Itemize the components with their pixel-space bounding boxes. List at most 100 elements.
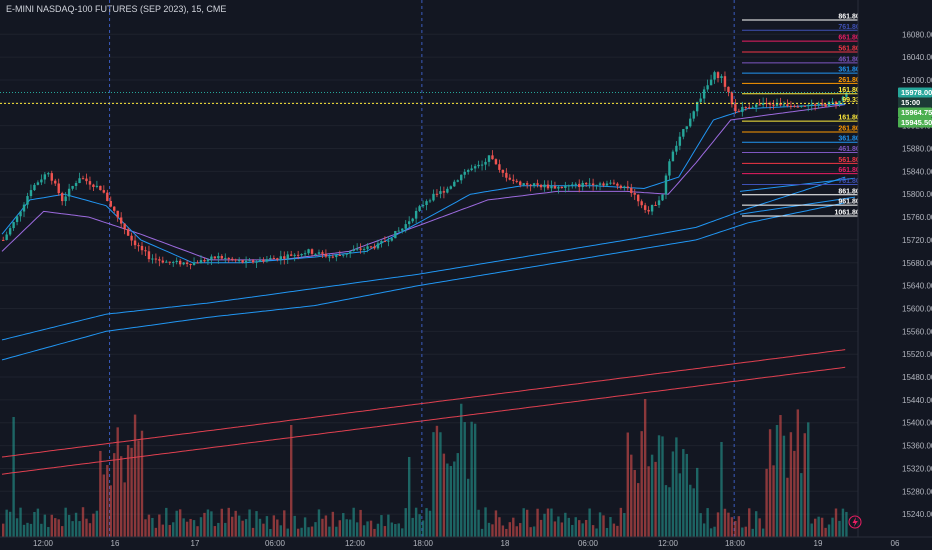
candle-body bbox=[449, 186, 453, 189]
candle-body bbox=[394, 231, 397, 239]
time-tick-label: 17 bbox=[191, 539, 200, 548]
volume-bar bbox=[602, 515, 605, 537]
volume-bar bbox=[813, 518, 817, 537]
volume-bar bbox=[584, 519, 588, 537]
volume-bar bbox=[543, 513, 546, 537]
candle-body bbox=[283, 256, 286, 259]
fib-level-label: 661.80% bbox=[838, 167, 866, 174]
candle-body bbox=[57, 183, 60, 194]
volume-bar bbox=[834, 508, 838, 537]
candle-body bbox=[460, 174, 463, 181]
candle-body bbox=[106, 192, 109, 202]
slow-ma-line bbox=[1, 104, 846, 261]
candle-body bbox=[841, 96, 845, 101]
candle-body bbox=[60, 193, 64, 202]
volume-bar bbox=[789, 432, 793, 537]
candle-body bbox=[588, 183, 591, 185]
volume-bar bbox=[727, 512, 730, 537]
volume-bar bbox=[817, 516, 820, 537]
price-tick-label: 15800.00 bbox=[902, 190, 932, 199]
volume-bar bbox=[397, 523, 400, 537]
volume-bar bbox=[237, 515, 241, 537]
candle-body bbox=[81, 178, 85, 180]
volume-bar bbox=[463, 422, 466, 537]
candle-body bbox=[661, 194, 664, 201]
volume-bar bbox=[43, 514, 47, 537]
candle-body bbox=[539, 184, 543, 188]
fib-level-label: 161.80% bbox=[838, 87, 866, 94]
volume-bar bbox=[692, 488, 695, 537]
fibonacci-levels[interactable]: 861.80% 761.80% 661.80% 561.80% 461.80% 361.8… bbox=[0, 13, 868, 217]
volume-bar bbox=[411, 517, 414, 537]
volume-bar bbox=[47, 527, 50, 537]
volume-bar bbox=[154, 527, 158, 537]
volume-bar bbox=[588, 508, 591, 537]
candle-body bbox=[296, 254, 300, 256]
volume-bar bbox=[744, 526, 747, 537]
price-axis[interactable]: 16080.0016040.0016000.0015960.0015920.00… bbox=[857, 0, 932, 550]
candle-body bbox=[151, 258, 154, 260]
candle-body bbox=[258, 259, 262, 262]
price-tick-label: 15840.00 bbox=[902, 167, 932, 176]
time-tick-label: 18:00 bbox=[413, 539, 434, 548]
volume-bar bbox=[845, 511, 848, 537]
candle-body bbox=[696, 101, 699, 112]
candle-body bbox=[616, 183, 619, 186]
candle-body bbox=[664, 175, 668, 195]
volume-bar bbox=[605, 527, 609, 537]
candle-body bbox=[692, 111, 695, 119]
volume-bar bbox=[8, 511, 12, 537]
volume-bars bbox=[2, 399, 848, 537]
volume-bar bbox=[335, 526, 338, 537]
volume-bar bbox=[529, 527, 532, 537]
volume-bar bbox=[838, 520, 841, 537]
volume-bar bbox=[501, 525, 505, 537]
candle-body bbox=[47, 173, 50, 175]
volume-bar bbox=[92, 513, 95, 537]
volume-bar bbox=[460, 403, 463, 537]
volume-bar bbox=[675, 437, 678, 537]
candle-body bbox=[595, 184, 598, 186]
candle-body bbox=[748, 107, 751, 109]
volume-bar bbox=[362, 525, 366, 537]
projection-line bbox=[739, 196, 856, 215]
candle-body bbox=[352, 249, 355, 252]
volume-bar bbox=[532, 526, 536, 537]
volume-bar bbox=[255, 511, 258, 537]
volume-bar bbox=[623, 513, 626, 537]
volume-bar bbox=[300, 527, 303, 537]
price-tick-label: 15320.00 bbox=[902, 464, 932, 473]
candle-body bbox=[144, 250, 147, 252]
volume-bar bbox=[227, 507, 230, 537]
candle-body bbox=[470, 168, 473, 171]
volume-bar bbox=[491, 524, 494, 537]
candle-body bbox=[505, 172, 508, 178]
candle-body bbox=[196, 262, 199, 264]
volume-bar bbox=[286, 528, 289, 537]
candle-body bbox=[612, 182, 616, 184]
volume-bar bbox=[116, 427, 119, 537]
volume-bar bbox=[519, 523, 522, 537]
candle-body bbox=[550, 186, 553, 189]
volume-bar bbox=[99, 450, 102, 537]
time-axis[interactable]: 12:00 16 17 06:00 12:00 18:00 18 06:00 12:00 18:0… bbox=[0, 536, 932, 548]
candle-body bbox=[796, 106, 800, 108]
volume-bar bbox=[213, 526, 217, 537]
candle-body bbox=[560, 186, 564, 188]
volume-bar bbox=[435, 425, 439, 537]
volume-bar bbox=[50, 514, 53, 537]
volume-bar bbox=[296, 528, 300, 537]
candle-body bbox=[286, 254, 289, 259]
candle-body bbox=[303, 253, 307, 255]
volume-bar bbox=[81, 507, 85, 537]
candle-body bbox=[342, 254, 345, 256]
candle-body bbox=[74, 183, 78, 186]
volume-bar bbox=[106, 465, 109, 537]
volume-bar bbox=[664, 485, 668, 537]
volume-bar bbox=[352, 507, 355, 537]
lightning-icon[interactable] bbox=[848, 515, 862, 529]
volume-bar bbox=[650, 454, 654, 537]
volume-bar bbox=[494, 510, 498, 537]
price-tick-label: 15880.00 bbox=[902, 145, 932, 154]
